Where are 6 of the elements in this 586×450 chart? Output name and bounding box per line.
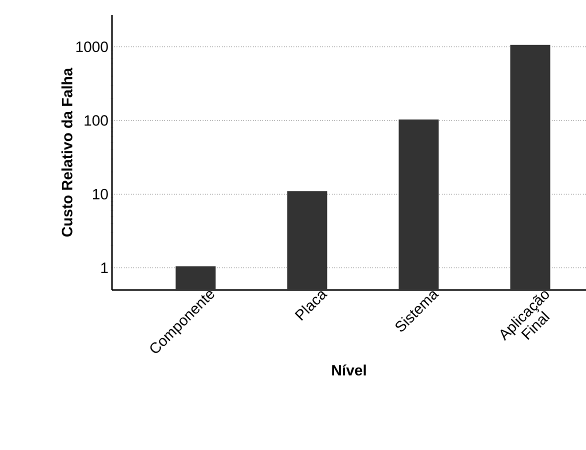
x-axis-title: Nível <box>332 364 366 376</box>
y-tick-label: 10 <box>93 188 108 200</box>
y-axis-title: Custo Relativo da Falha <box>61 68 72 237</box>
y-tick-label: 1000 <box>76 41 108 52</box>
y-tick-label: 1 <box>101 262 108 273</box>
y-tick-label: 100 <box>84 115 108 126</box>
